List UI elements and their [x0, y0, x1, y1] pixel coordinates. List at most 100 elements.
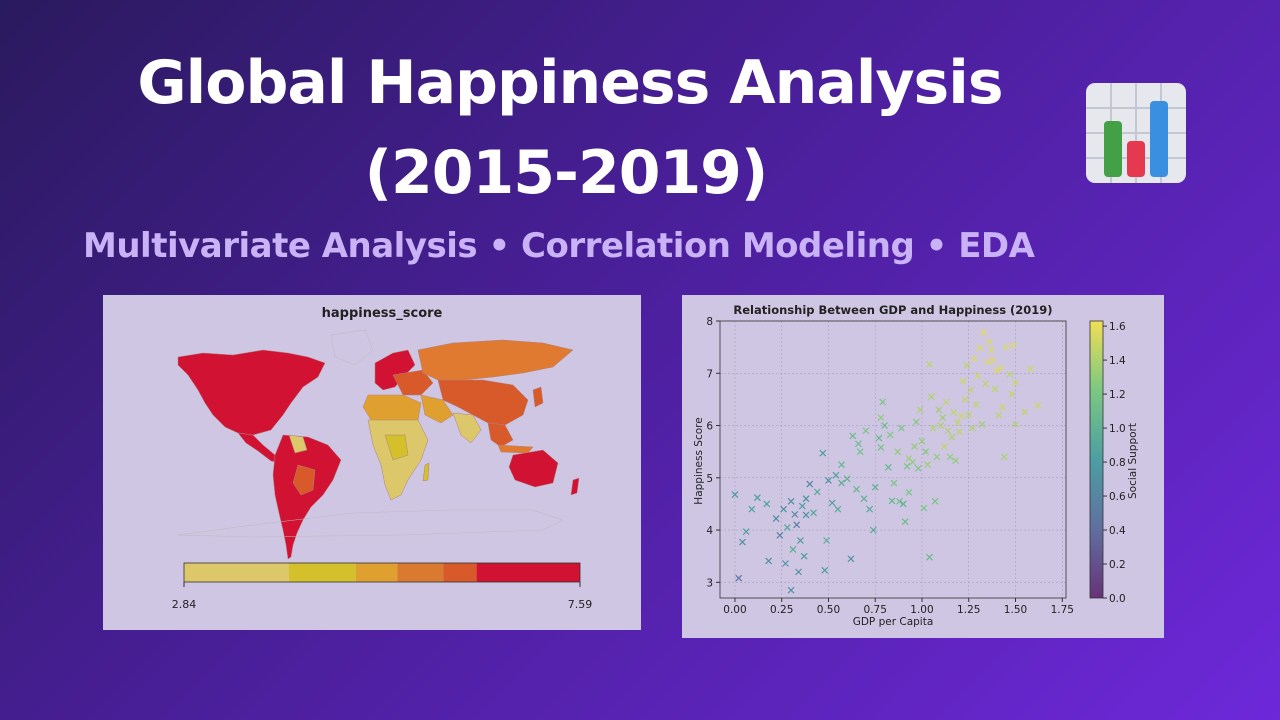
y-tick-label: 4: [706, 525, 713, 537]
scatter-title: Relationship Between GDP and Happiness (…: [733, 303, 1052, 317]
scatter-point: [920, 504, 928, 512]
scatter-point: [1008, 390, 1016, 398]
map-colorbar: [183, 562, 581, 587]
scatter-point: [823, 537, 831, 544]
colorbar-bin: [355, 563, 398, 582]
map-title: happiness_score: [322, 306, 443, 321]
colorbar-max-label: 7.59: [568, 598, 593, 611]
scatter-point: [1021, 408, 1029, 416]
y-tick-label: 5: [706, 473, 713, 485]
map-region-south-america-low: [288, 434, 308, 454]
scatter-point: [860, 495, 868, 503]
map-region-europe-east: [392, 369, 434, 396]
scatter-point: [967, 386, 975, 394]
map-region-north-africa: [362, 394, 422, 424]
scatter-point: [972, 401, 980, 409]
scatter-point: [937, 422, 945, 429]
social-support-colorbar: [1089, 320, 1104, 599]
page-title: Global Happiness Analysis (2015-2019): [0, 38, 1140, 218]
scatter-point: [894, 448, 902, 456]
scatter-point: [914, 464, 922, 472]
colorbar-tick-label: 0.4: [1109, 525, 1126, 537]
scatter-point: [787, 497, 795, 505]
scatter-point: [959, 377, 967, 385]
map-region-japan: [532, 386, 544, 408]
colorbar-tick-label: 0.8: [1109, 457, 1126, 469]
colorbar-bin: [397, 563, 444, 582]
x-tick-label: 1.50: [1004, 604, 1027, 616]
scatter-point: [933, 453, 941, 461]
scatter-point: [731, 491, 739, 498]
scatter-point: [763, 500, 771, 508]
scatter-point: [982, 380, 990, 388]
map-region-new-zealand: [570, 477, 580, 496]
scatter-point: [800, 552, 808, 560]
scatter-point: [995, 411, 1003, 419]
scatter-point: [935, 406, 943, 414]
y-tick-label: 8: [706, 316, 713, 328]
map-region-north-america: [177, 349, 326, 436]
colorbar-axis-label: Social Support: [1127, 423, 1139, 499]
colorbar-bin: [289, 563, 356, 582]
x-tick-label: 0.25: [770, 604, 793, 616]
scatter-point: [881, 422, 889, 429]
scatter-point: [897, 424, 905, 432]
plot-frame: [719, 320, 1067, 599]
scatter-point: [847, 555, 855, 563]
scatter-point: [903, 462, 911, 470]
map-region-southeast-asia: [487, 422, 514, 448]
scatter-point: [899, 500, 907, 508]
x-tick-label: 0.50: [817, 604, 840, 616]
x-tick-label: 0.00: [723, 604, 746, 616]
scatter-point: [912, 418, 920, 426]
scatter-point: [825, 476, 832, 484]
scatter-point: [813, 488, 821, 496]
scatter-point: [849, 432, 857, 440]
scatter-point: [961, 395, 969, 403]
scatter-point: [853, 485, 860, 493]
scatter-point: [941, 443, 948, 450]
y-tick-label: 7: [706, 368, 713, 380]
choropleth-map-panel: happiness_score: [103, 295, 641, 630]
scatter-ylabel: Happiness Score: [693, 417, 705, 504]
scatter-point: [905, 455, 913, 462]
scatter-point: [862, 427, 870, 435]
scatter-point: [791, 510, 799, 518]
scatter-point: [772, 515, 780, 522]
colorbar-tick-label: 0.2: [1109, 559, 1126, 571]
colorbar-tick-label: 0.0: [1109, 593, 1126, 605]
scatter-point: [1034, 402, 1042, 410]
colorbar-bin: [443, 563, 477, 582]
scatter-point: [866, 505, 874, 513]
scatter-point: [819, 449, 827, 457]
scatter-point: [888, 497, 896, 505]
scatter-point: [918, 437, 926, 445]
scatter-point: [952, 457, 960, 464]
scatter-point: [1012, 379, 1019, 387]
scatter-point: [922, 448, 930, 456]
map-region-russia: [417, 339, 574, 381]
colorbar-bin: [184, 563, 290, 582]
scatter-point: [789, 545, 797, 553]
scatter-point: [942, 398, 950, 406]
scatter-point: [796, 537, 804, 544]
x-tick-label: 1.75: [1051, 604, 1074, 616]
scatter-point: [828, 499, 836, 507]
scatter-point: [969, 424, 976, 432]
scatter-point: [1012, 421, 1019, 428]
map-region-africa-low: [384, 434, 409, 461]
scatter-point: [997, 364, 1004, 372]
colorbar-min-label: 2.84: [172, 598, 197, 611]
scatter-point: [832, 471, 840, 479]
scatter-point: [838, 479, 845, 487]
page-subtitle: Multivariate Analysis • Correlation Mode…: [83, 226, 1035, 266]
scatter-point: [802, 495, 810, 503]
scatter-point: [931, 497, 939, 505]
scatter-point: [834, 505, 842, 513]
scatter-point: [955, 428, 963, 436]
map-region-australia: [508, 449, 559, 488]
map-region-indonesia: [497, 444, 534, 454]
scatter-point: [929, 424, 937, 432]
scatter-point: [875, 434, 883, 442]
scatter-point: [810, 509, 817, 517]
